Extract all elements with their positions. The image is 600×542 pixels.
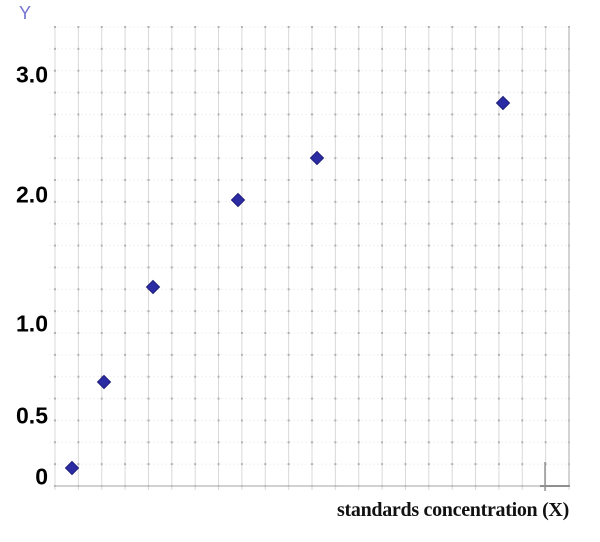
y-axis-tick-label: 3.0 — [16, 61, 48, 88]
y-axis-title: Y — [19, 3, 32, 23]
data-point-diamond — [230, 192, 246, 208]
x-axis-title: standards concentration (X) — [337, 499, 569, 521]
y-axis-tick-label: 0.5 — [16, 402, 48, 429]
data-point-diamond — [145, 279, 161, 295]
y-axis-tick-label: 2.0 — [16, 181, 48, 208]
y-axis-tick-label: 0 — [35, 463, 48, 490]
data-point-diamond — [96, 374, 112, 390]
data-point-diamond — [309, 150, 325, 166]
data-point-diamond — [64, 460, 80, 476]
data-point-diamond — [495, 95, 511, 111]
y-axis-tick-label: 1.0 — [16, 310, 48, 337]
